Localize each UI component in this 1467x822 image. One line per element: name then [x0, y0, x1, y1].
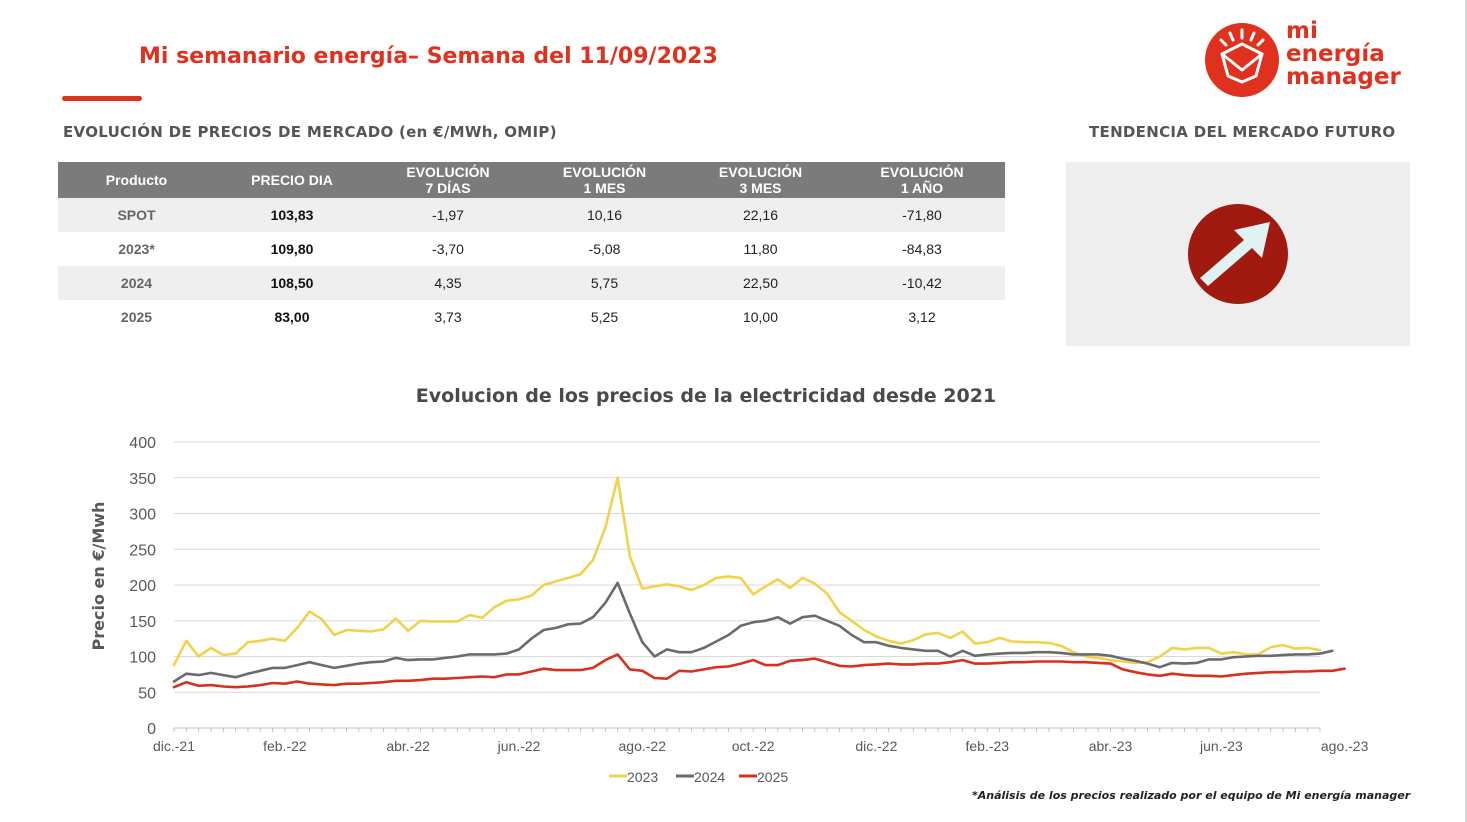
- legend-label-2024: 2024: [694, 769, 725, 785]
- title-underline: [62, 96, 142, 101]
- series-line-2025: [172, 653, 1346, 689]
- x-tick-label: ago.-22: [619, 738, 667, 754]
- header-evolution-1y: EVOLUCIÓN 1 AÑO: [839, 162, 1005, 198]
- chart-title: Evolucion de los precios de la electrici…: [415, 385, 997, 407]
- logo-sun-icon: [1205, 23, 1279, 97]
- x-tick-label: abr.-23: [1089, 738, 1133, 754]
- table-row: 2024 108,50 4,35 5,75 22,50 -10,42: [58, 266, 1005, 300]
- header-evolution-3m: EVOLUCIÓN 3 MES: [682, 162, 839, 198]
- header-evolution-1m: EVOLUCIÓN 1 MES: [527, 162, 682, 198]
- table-row: SPOT 103,83 -1,97 10,16 22,16 -71,80: [58, 198, 1005, 232]
- logo-line-1: mi: [1286, 18, 1318, 44]
- y-tick-label: 50: [138, 685, 156, 702]
- x-tick-label: feb.-23: [965, 738, 1009, 754]
- page-edge: [1465, 0, 1467, 822]
- footnote: *Análisis de los precios realizado por e…: [972, 789, 1411, 802]
- series-line-2023: [172, 476, 1322, 667]
- header-day-price: PRECIO DIA: [215, 162, 369, 198]
- x-tick-label: dic.-22: [855, 738, 897, 754]
- table-row: 2023* 109,80 -3,70 -5,08 11,80 -84,83: [118, 241, 942, 257]
- legend-label-2023: 2023: [627, 769, 658, 785]
- series-line-2024: [172, 581, 1334, 683]
- page-title: Mi semanario energía– Semana del 11/09/2…: [139, 44, 718, 69]
- y-tick-label: 150: [129, 614, 156, 631]
- legend-label-2025: 2025: [757, 769, 788, 785]
- y-tick-label: 100: [129, 650, 156, 667]
- x-tick-label: feb.-22: [263, 738, 307, 754]
- table-header-row: Producto PRECIO DIA EVOLUCIÓN 7 DÍAS EVOL…: [58, 162, 1005, 198]
- table-section-title: EVOLUCIÓN DE PRECIOS DE MERCADO (en €/MW…: [63, 123, 557, 141]
- x-tick-label: jun.-23: [1199, 738, 1243, 754]
- logo-line-2: energía: [1286, 41, 1385, 67]
- x-tick-label: abr.-22: [386, 738, 430, 754]
- y-tick-label: 400: [129, 435, 156, 452]
- y-tick-label: 300: [129, 507, 156, 524]
- y-tick-label: 0: [147, 721, 156, 738]
- price-table: Producto PRECIO DIA EVOLUCIÓN 7 DÍAS EVOL…: [58, 162, 1005, 334]
- logo-text: mi energía manager: [1286, 20, 1401, 89]
- logo-line-3: manager: [1286, 64, 1401, 90]
- y-tick-label: 200: [129, 578, 156, 595]
- brand-logo: mi energía manager: [1204, 18, 1424, 104]
- x-tick-label: jun.-22: [497, 738, 541, 754]
- x-tick-label: oct.-22: [732, 738, 775, 754]
- header-evolution-7d: EVOLUCIÓN 7 DÍAS: [369, 162, 527, 198]
- trend-section-title: TENDENCIA DEL MERCADO FUTURO: [1089, 123, 1396, 141]
- y-axis-label: Precio en €/Mwh: [89, 502, 108, 651]
- x-tick-label: ago.-23: [1321, 738, 1369, 754]
- y-tick-label: 250: [129, 542, 156, 559]
- table-row: 2025 83,00 3,73 5,25 10,00 3,12: [120, 309, 936, 325]
- y-tick-label: 350: [129, 471, 156, 488]
- x-tick-label: dic.-21: [153, 738, 195, 754]
- arrow-up-right-icon: [1188, 204, 1288, 304]
- header-product: Producto: [58, 162, 215, 198]
